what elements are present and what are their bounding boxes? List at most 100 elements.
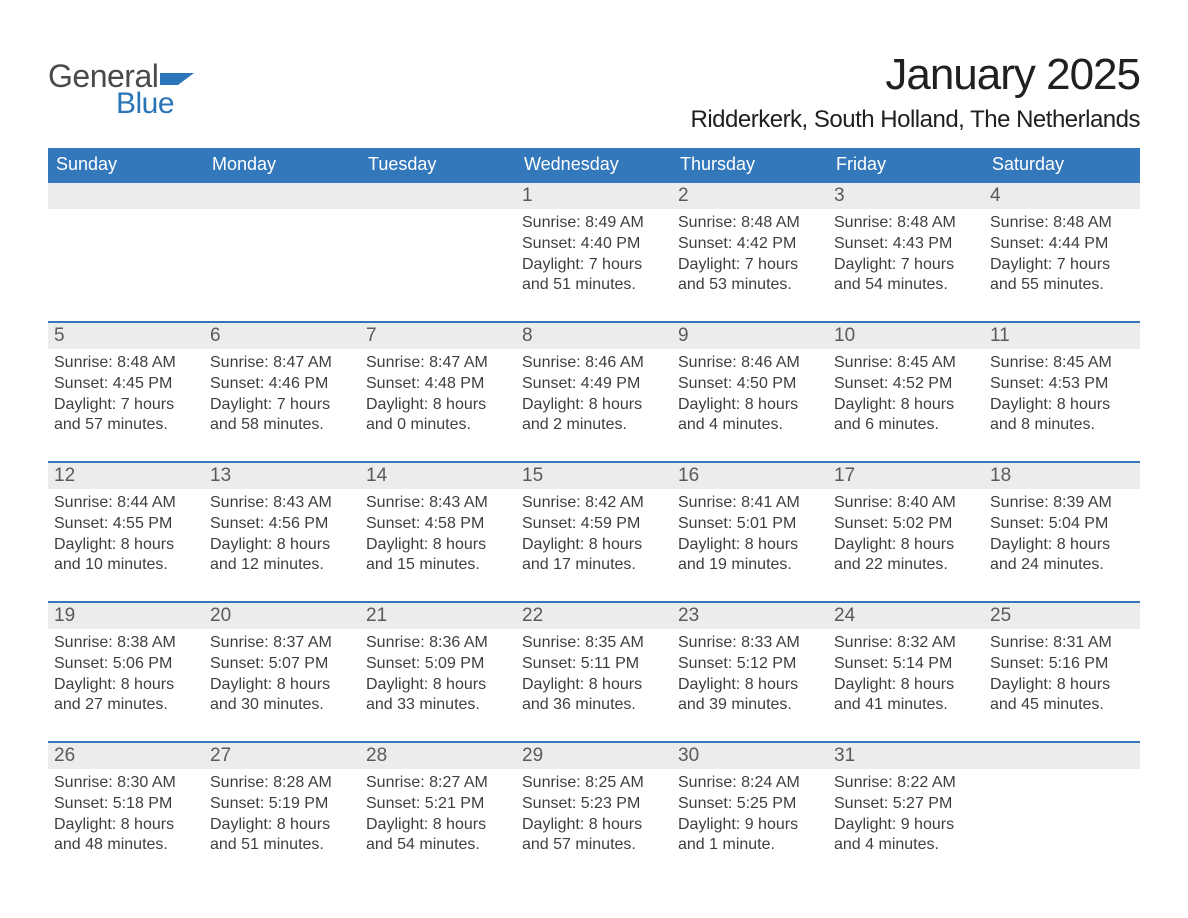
day-cell: 10Sunrise: 8:45 AMSunset: 4:52 PMDayligh… <box>828 323 984 443</box>
day-number <box>48 183 204 209</box>
sunset-text: Sunset: 4:59 PM <box>522 514 666 535</box>
sunrise-text: Sunrise: 8:46 AM <box>522 353 666 374</box>
sunrise-text: Sunrise: 8:47 AM <box>210 353 354 374</box>
sunrise-text: Sunrise: 8:46 AM <box>678 353 822 374</box>
sunset-text: Sunset: 4:52 PM <box>834 374 978 395</box>
daylight-text: Daylight: 8 hours <box>210 535 354 556</box>
sunset-text: Sunset: 5:21 PM <box>366 794 510 815</box>
weekday-saturday: Saturday <box>984 148 1140 183</box>
sunrise-text: Sunrise: 8:44 AM <box>54 493 198 514</box>
sunset-text: Sunset: 5:11 PM <box>522 654 666 675</box>
sunset-text: Sunset: 4:42 PM <box>678 234 822 255</box>
day-cell: 18Sunrise: 8:39 AMSunset: 5:04 PMDayligh… <box>984 463 1140 583</box>
day-number <box>984 743 1140 769</box>
day-number: 5 <box>48 323 204 349</box>
daylight-text: Daylight: 8 hours <box>366 395 510 416</box>
daylight-text: Daylight: 7 hours <box>522 255 666 276</box>
logo-text-blue: Blue <box>116 87 194 121</box>
day-number: 26 <box>48 743 204 769</box>
daylight-text: and 22 minutes. <box>834 555 978 576</box>
daylight-text: Daylight: 7 hours <box>834 255 978 276</box>
day-content: Sunrise: 8:30 AMSunset: 5:18 PMDaylight:… <box>48 769 204 856</box>
day-content: Sunrise: 8:31 AMSunset: 5:16 PMDaylight:… <box>984 629 1140 716</box>
day-cell: 7Sunrise: 8:47 AMSunset: 4:48 PMDaylight… <box>360 323 516 443</box>
daylight-text: Daylight: 8 hours <box>678 395 822 416</box>
weekday-header: Sunday Monday Tuesday Wednesday Thursday… <box>48 148 1140 183</box>
sunrise-text: Sunrise: 8:32 AM <box>834 633 978 654</box>
day-content: Sunrise: 8:49 AMSunset: 4:40 PMDaylight:… <box>516 209 672 296</box>
day-number: 2 <box>672 183 828 209</box>
sunrise-text: Sunrise: 8:28 AM <box>210 773 354 794</box>
day-number: 27 <box>204 743 360 769</box>
day-cell <box>360 183 516 303</box>
sunrise-text: Sunrise: 8:48 AM <box>834 213 978 234</box>
day-cell: 23Sunrise: 8:33 AMSunset: 5:12 PMDayligh… <box>672 603 828 723</box>
calendar: Sunday Monday Tuesday Wednesday Thursday… <box>48 148 1140 863</box>
day-cell <box>204 183 360 303</box>
daylight-text: Daylight: 8 hours <box>678 535 822 556</box>
day-cell: 21Sunrise: 8:36 AMSunset: 5:09 PMDayligh… <box>360 603 516 723</box>
sunrise-text: Sunrise: 8:27 AM <box>366 773 510 794</box>
sunrise-text: Sunrise: 8:39 AM <box>990 493 1134 514</box>
day-content: Sunrise: 8:43 AMSunset: 4:56 PMDaylight:… <box>204 489 360 576</box>
sunrise-text: Sunrise: 8:48 AM <box>990 213 1134 234</box>
day-cell: 31Sunrise: 8:22 AMSunset: 5:27 PMDayligh… <box>828 743 984 863</box>
daylight-text: and 54 minutes. <box>834 275 978 296</box>
daylight-text: Daylight: 8 hours <box>990 675 1134 696</box>
daylight-text: and 24 minutes. <box>990 555 1134 576</box>
day-cell: 8Sunrise: 8:46 AMSunset: 4:49 PMDaylight… <box>516 323 672 443</box>
day-content: Sunrise: 8:24 AMSunset: 5:25 PMDaylight:… <box>672 769 828 856</box>
weekday-monday: Monday <box>204 148 360 183</box>
sunset-text: Sunset: 5:25 PM <box>678 794 822 815</box>
sunset-text: Sunset: 5:27 PM <box>834 794 978 815</box>
week-row: 1Sunrise: 8:49 AMSunset: 4:40 PMDaylight… <box>48 183 1140 303</box>
sunrise-text: Sunrise: 8:30 AM <box>54 773 198 794</box>
daylight-text: Daylight: 8 hours <box>834 395 978 416</box>
sunrise-text: Sunrise: 8:37 AM <box>210 633 354 654</box>
sunrise-text: Sunrise: 8:48 AM <box>678 213 822 234</box>
daylight-text: and 15 minutes. <box>366 555 510 576</box>
sunrise-text: Sunrise: 8:47 AM <box>366 353 510 374</box>
weekday-thursday: Thursday <box>672 148 828 183</box>
daylight-text: Daylight: 7 hours <box>678 255 822 276</box>
day-content: Sunrise: 8:27 AMSunset: 5:21 PMDaylight:… <box>360 769 516 856</box>
sunset-text: Sunset: 4:48 PM <box>366 374 510 395</box>
day-content: Sunrise: 8:22 AMSunset: 5:27 PMDaylight:… <box>828 769 984 856</box>
day-cell: 30Sunrise: 8:24 AMSunset: 5:25 PMDayligh… <box>672 743 828 863</box>
daylight-text: Daylight: 8 hours <box>522 815 666 836</box>
daylight-text: Daylight: 8 hours <box>990 535 1134 556</box>
daylight-text: and 30 minutes. <box>210 695 354 716</box>
sunset-text: Sunset: 5:07 PM <box>210 654 354 675</box>
sunrise-text: Sunrise: 8:43 AM <box>366 493 510 514</box>
day-number: 17 <box>828 463 984 489</box>
day-cell: 12Sunrise: 8:44 AMSunset: 4:55 PMDayligh… <box>48 463 204 583</box>
sunset-text: Sunset: 4:56 PM <box>210 514 354 535</box>
calendar-page: General Blue January 2025 Ridderkerk, So… <box>0 0 1188 903</box>
daylight-text: and 54 minutes. <box>366 835 510 856</box>
day-number: 13 <box>204 463 360 489</box>
sunset-text: Sunset: 5:23 PM <box>522 794 666 815</box>
sunrise-text: Sunrise: 8:49 AM <box>522 213 666 234</box>
day-cell: 5Sunrise: 8:48 AMSunset: 4:45 PMDaylight… <box>48 323 204 443</box>
day-content: Sunrise: 8:25 AMSunset: 5:23 PMDaylight:… <box>516 769 672 856</box>
day-number: 20 <box>204 603 360 629</box>
week-row: 5Sunrise: 8:48 AMSunset: 4:45 PMDaylight… <box>48 321 1140 443</box>
day-content: Sunrise: 8:35 AMSunset: 5:11 PMDaylight:… <box>516 629 672 716</box>
daylight-text: and 12 minutes. <box>210 555 354 576</box>
sunrise-text: Sunrise: 8:38 AM <box>54 633 198 654</box>
day-number: 11 <box>984 323 1140 349</box>
day-number: 24 <box>828 603 984 629</box>
day-number: 8 <box>516 323 672 349</box>
daylight-text: and 57 minutes. <box>522 835 666 856</box>
day-number: 18 <box>984 463 1140 489</box>
day-number: 25 <box>984 603 1140 629</box>
day-content: Sunrise: 8:42 AMSunset: 4:59 PMDaylight:… <box>516 489 672 576</box>
day-content: Sunrise: 8:48 AMSunset: 4:45 PMDaylight:… <box>48 349 204 436</box>
daylight-text: and 8 minutes. <box>990 415 1134 436</box>
day-number: 1 <box>516 183 672 209</box>
day-cell: 1Sunrise: 8:49 AMSunset: 4:40 PMDaylight… <box>516 183 672 303</box>
sunrise-text: Sunrise: 8:24 AM <box>678 773 822 794</box>
sunset-text: Sunset: 4:50 PM <box>678 374 822 395</box>
day-cell: 14Sunrise: 8:43 AMSunset: 4:58 PMDayligh… <box>360 463 516 583</box>
day-content: Sunrise: 8:38 AMSunset: 5:06 PMDaylight:… <box>48 629 204 716</box>
